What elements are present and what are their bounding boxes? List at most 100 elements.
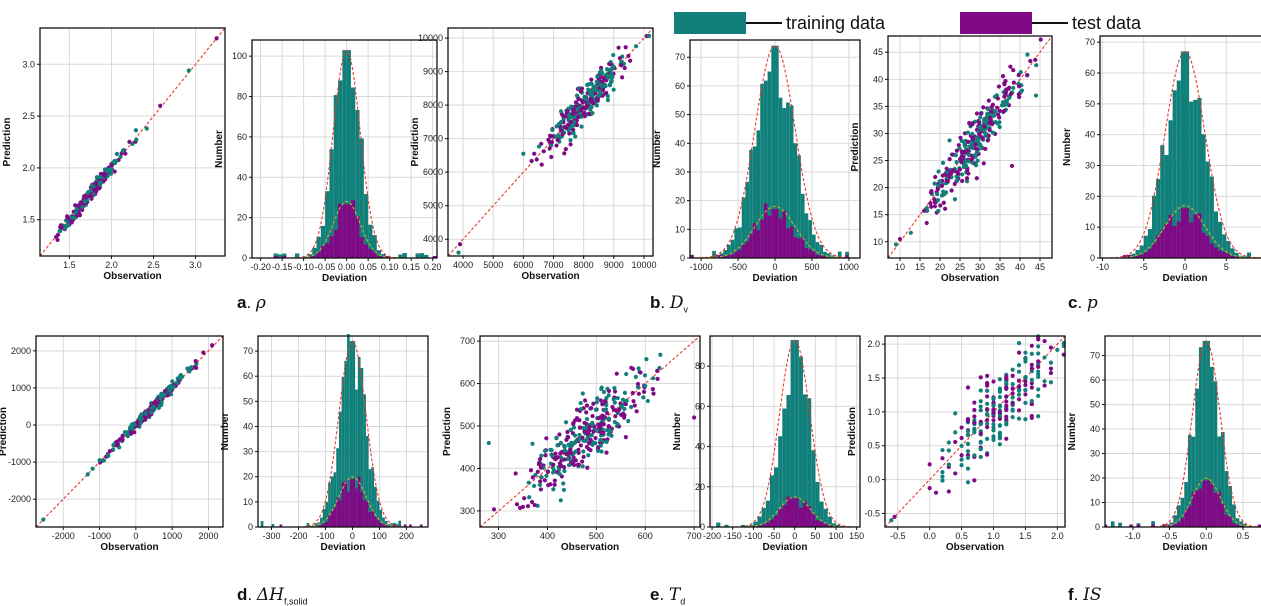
test-point xyxy=(566,435,571,440)
training-point xyxy=(571,425,577,430)
test-point xyxy=(1004,394,1009,399)
x-tick-label: 0 xyxy=(133,531,138,541)
test-point xyxy=(1025,72,1030,78)
training-point xyxy=(563,420,569,425)
test-point xyxy=(941,200,946,205)
training-bar xyxy=(738,227,742,258)
training-bar xyxy=(329,149,334,258)
x-tick-label: 0.20 xyxy=(424,262,442,272)
x-tick-label: 25 xyxy=(955,262,965,272)
test-point xyxy=(634,409,639,414)
training-point xyxy=(974,163,979,168)
training-bar xyxy=(1147,229,1152,258)
test-point xyxy=(604,90,609,96)
training-point xyxy=(636,366,641,371)
training-point xyxy=(607,83,613,88)
test-bar xyxy=(778,508,783,527)
test-point xyxy=(543,453,548,458)
training-point xyxy=(593,441,598,446)
training-point xyxy=(959,457,964,462)
training-bar xyxy=(424,254,429,258)
y-tick-label: 35 xyxy=(873,101,883,111)
test-point xyxy=(959,425,964,430)
test-point xyxy=(961,149,967,154)
test-point xyxy=(994,105,1000,110)
plot-frame xyxy=(251,39,438,259)
training-point xyxy=(978,440,983,445)
x-tick-label: -100 xyxy=(316,531,334,541)
test-bar xyxy=(819,521,824,527)
training-point xyxy=(962,161,968,167)
training-bar xyxy=(786,102,790,258)
b-scatter-panel: 4000 5000 6000 7000 8000 9000 10000 4000 5000 600… xyxy=(410,27,656,282)
y-tick-label: 60 xyxy=(675,81,685,91)
training-point xyxy=(130,141,135,147)
training-point xyxy=(602,408,607,413)
test-bar xyxy=(1164,224,1169,258)
x-tick-label: 150 xyxy=(849,531,864,541)
test-point xyxy=(987,127,992,133)
x-tick-label: -200 xyxy=(289,531,307,541)
x-tick-label: 45 xyxy=(1035,262,1045,272)
test-point xyxy=(965,148,970,154)
test-point xyxy=(1004,399,1009,404)
test-point xyxy=(575,462,581,467)
training-bar xyxy=(342,50,347,259)
training-bar xyxy=(1231,504,1236,527)
training-bar xyxy=(398,520,402,527)
test-point xyxy=(538,479,543,484)
y-tick-label: 300 xyxy=(460,506,475,516)
test-point xyxy=(965,385,971,390)
training-bar xyxy=(1187,434,1192,527)
test-point xyxy=(650,387,655,392)
test-bar xyxy=(761,524,766,527)
test-point xyxy=(581,105,586,111)
x-tick-label: 30 xyxy=(975,262,985,272)
y-axis-label: Number xyxy=(214,130,225,168)
training-point xyxy=(600,71,605,76)
training-point xyxy=(985,401,990,406)
training-point xyxy=(1000,100,1006,105)
test-point xyxy=(562,151,567,156)
training-bar xyxy=(827,516,832,527)
training-bar xyxy=(419,253,425,258)
test-point xyxy=(565,108,570,114)
training-point xyxy=(527,495,532,500)
test-swatch xyxy=(960,12,1032,34)
training-bar xyxy=(371,467,375,527)
training-point xyxy=(969,160,974,165)
training-point xyxy=(111,447,116,452)
training-point xyxy=(568,138,573,143)
test-point xyxy=(929,204,934,209)
test-bar xyxy=(1213,492,1218,527)
test-bar xyxy=(1220,504,1225,527)
x-tick-label: -0.05 xyxy=(315,262,336,272)
test-point xyxy=(127,139,132,144)
legend-test: test data xyxy=(960,12,1141,34)
training-point xyxy=(609,67,614,72)
legend-test-label: test data xyxy=(1072,12,1142,33)
test-point xyxy=(598,398,603,403)
training-point xyxy=(85,472,90,477)
y-tick-label: 50 xyxy=(243,396,253,406)
test-point xyxy=(201,350,206,355)
x-axis-label: Deviation xyxy=(762,542,807,553)
training-point xyxy=(934,192,940,197)
test-point xyxy=(563,147,568,152)
test-point xyxy=(949,188,954,193)
test-point xyxy=(964,176,970,181)
test-point xyxy=(655,368,660,373)
test-bar xyxy=(734,251,739,258)
training-bar xyxy=(808,220,812,258)
training-point xyxy=(98,174,103,179)
training-point xyxy=(1016,416,1022,421)
test-bar xyxy=(350,200,356,258)
test-point xyxy=(574,407,580,412)
training-point xyxy=(1010,382,1015,387)
training-point xyxy=(986,107,991,112)
test-bar xyxy=(419,524,423,527)
training-bar xyxy=(752,146,757,258)
test-point xyxy=(582,420,587,426)
training-bar xyxy=(1220,432,1225,527)
test-point xyxy=(588,437,593,442)
